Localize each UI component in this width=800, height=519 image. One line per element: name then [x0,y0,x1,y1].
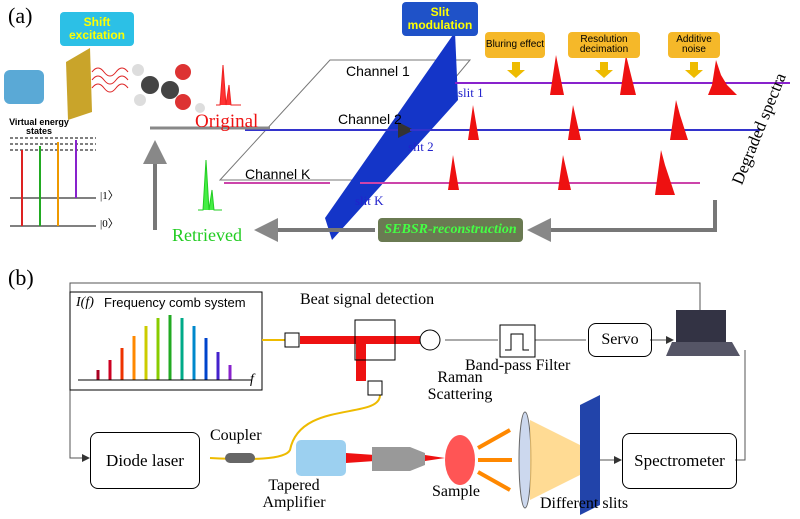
arrow-to-reconstruction [527,200,717,242]
photodiode [419,329,441,351]
laser-source [4,70,44,104]
slit-mask [325,32,458,240]
crystal [66,48,92,120]
spectrometer-box: Spectrometer [622,433,737,489]
degradation-box: Additive noise [668,32,720,58]
slit-modulation-box: Slit modulation [402,2,478,36]
focus-beam [425,455,445,461]
band-pass-label: Band-pass Filter [465,357,571,374]
slit-label: slit K [355,193,384,208]
channel-plane [218,59,472,181]
scatter-arrows [477,428,512,492]
slit-label: slit 1 [458,85,484,100]
filter-box [499,324,536,358]
channel-label: Channel K [245,166,311,182]
amp-beam [346,453,375,463]
ket-1: |1〉 [100,190,119,202]
fiber-port-2 [367,380,383,396]
retrieved-label: Retrieved [172,225,242,245]
arrows-down [507,62,703,78]
degradation-box: Bluring effect [485,32,545,58]
coupler-label: Coupler [210,427,262,444]
comb-axis-x: f [250,372,254,387]
beam-splitter [354,319,396,361]
energy-levels [10,137,96,227]
shift-excitation-box: Shift excitation [60,12,134,46]
panel-label: (b) [8,265,34,290]
original-label: Original [195,111,259,132]
diode-laser-box: Diode laser [90,432,200,489]
fiber-port [284,332,300,348]
virtual-states-label: Virtual energy states [9,117,69,137]
comb-title: Frequency comb system [104,295,246,310]
comb-axis-y: I(f) [76,295,94,310]
degraded-peaks [440,55,737,195]
objective [372,447,425,471]
amplifier-label: Tapered Amplifier [262,477,326,511]
panel-label: (a) [8,3,33,28]
slit-plate [580,395,600,515]
feedback-loop [69,282,701,462]
reconstruction-box: SEBSR-reconstruction [378,218,523,242]
slit-label: slit 2 [408,139,434,154]
amplifier [296,440,346,476]
beat-detection-label: Beat signal detection [300,291,435,308]
original-spectrum [216,64,241,106]
comb-lines [96,315,232,380]
spectrometer-link [735,350,746,461]
waves [91,67,129,93]
filter-symbol [505,333,529,351]
channel-label: Channel 1 [346,63,410,79]
light-cone [530,420,590,500]
laptop [676,310,726,342]
molecule [132,64,205,113]
sample-label: Sample [432,483,480,500]
lens [518,411,532,509]
coupler-part [225,453,255,463]
retrieved-spectrum [198,159,222,211]
laptop-base [666,342,740,356]
ket-0: |0〉 [100,218,119,230]
transitions [21,140,77,226]
sample-cell [445,435,475,485]
degradation-box: Resolution decimation [568,32,640,58]
slits-label: Different slits [540,495,629,512]
servo-box: Servo [588,323,652,357]
beam-vertical [356,336,366,381]
raman-label: Raman Scattering [427,369,493,403]
channel-label: Channel 2 [338,111,402,127]
